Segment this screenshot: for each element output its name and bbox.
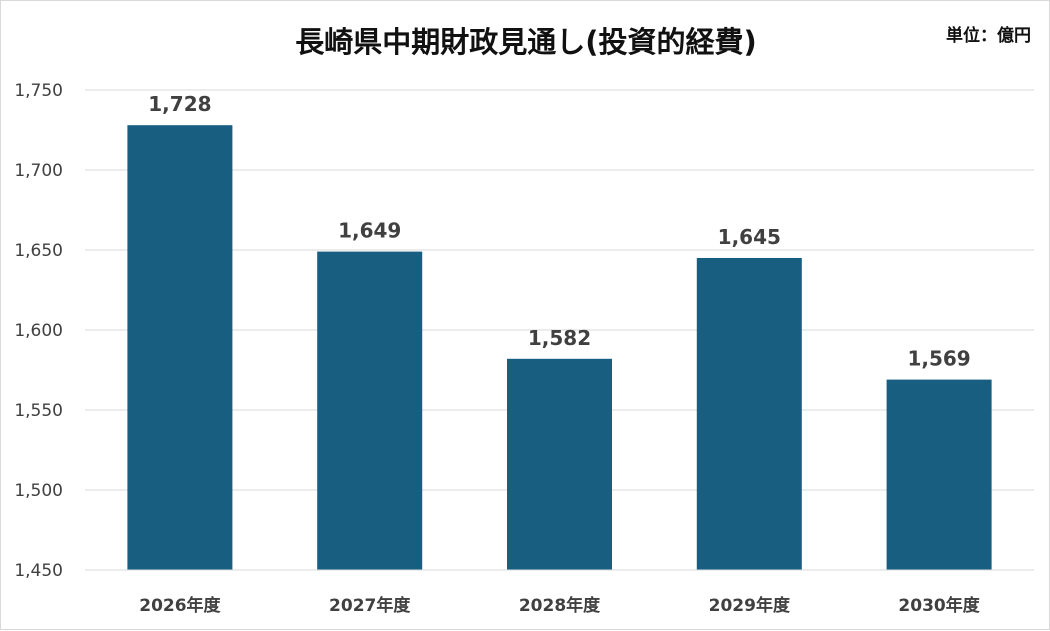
bar <box>127 125 233 570</box>
bar <box>507 358 612 570</box>
y-tick-label: 1,700 <box>14 161 63 181</box>
data-label: 1,649 <box>338 219 401 243</box>
x-tick-label: 2026年度 <box>139 595 221 616</box>
y-tick-label: 1,600 <box>14 321 63 341</box>
x-tick-label: 2028年度 <box>519 595 601 616</box>
data-label: 1,645 <box>718 225 781 249</box>
data-label: 1,728 <box>148 92 211 116</box>
unit-label: 単位：億円 <box>946 26 1031 46</box>
x-tick-label: 2030年度 <box>898 595 980 616</box>
bar <box>886 379 992 570</box>
y-tick-label: 1,450 <box>14 561 63 581</box>
bar <box>317 251 423 570</box>
x-tick-label: 2029年度 <box>709 595 791 616</box>
data-label: 1,582 <box>528 326 591 350</box>
y-tick-label: 1,500 <box>14 481 63 501</box>
y-tick-label: 1,650 <box>14 241 63 261</box>
y-tick-label: 1,750 <box>14 81 63 101</box>
x-tick-label: 2027年度 <box>329 595 411 616</box>
bar <box>696 258 802 570</box>
data-label: 1,569 <box>907 347 970 371</box>
chart-title: 長崎県中期財政見通し(投資的経費) <box>295 25 757 59</box>
y-tick-label: 1,550 <box>14 401 63 421</box>
